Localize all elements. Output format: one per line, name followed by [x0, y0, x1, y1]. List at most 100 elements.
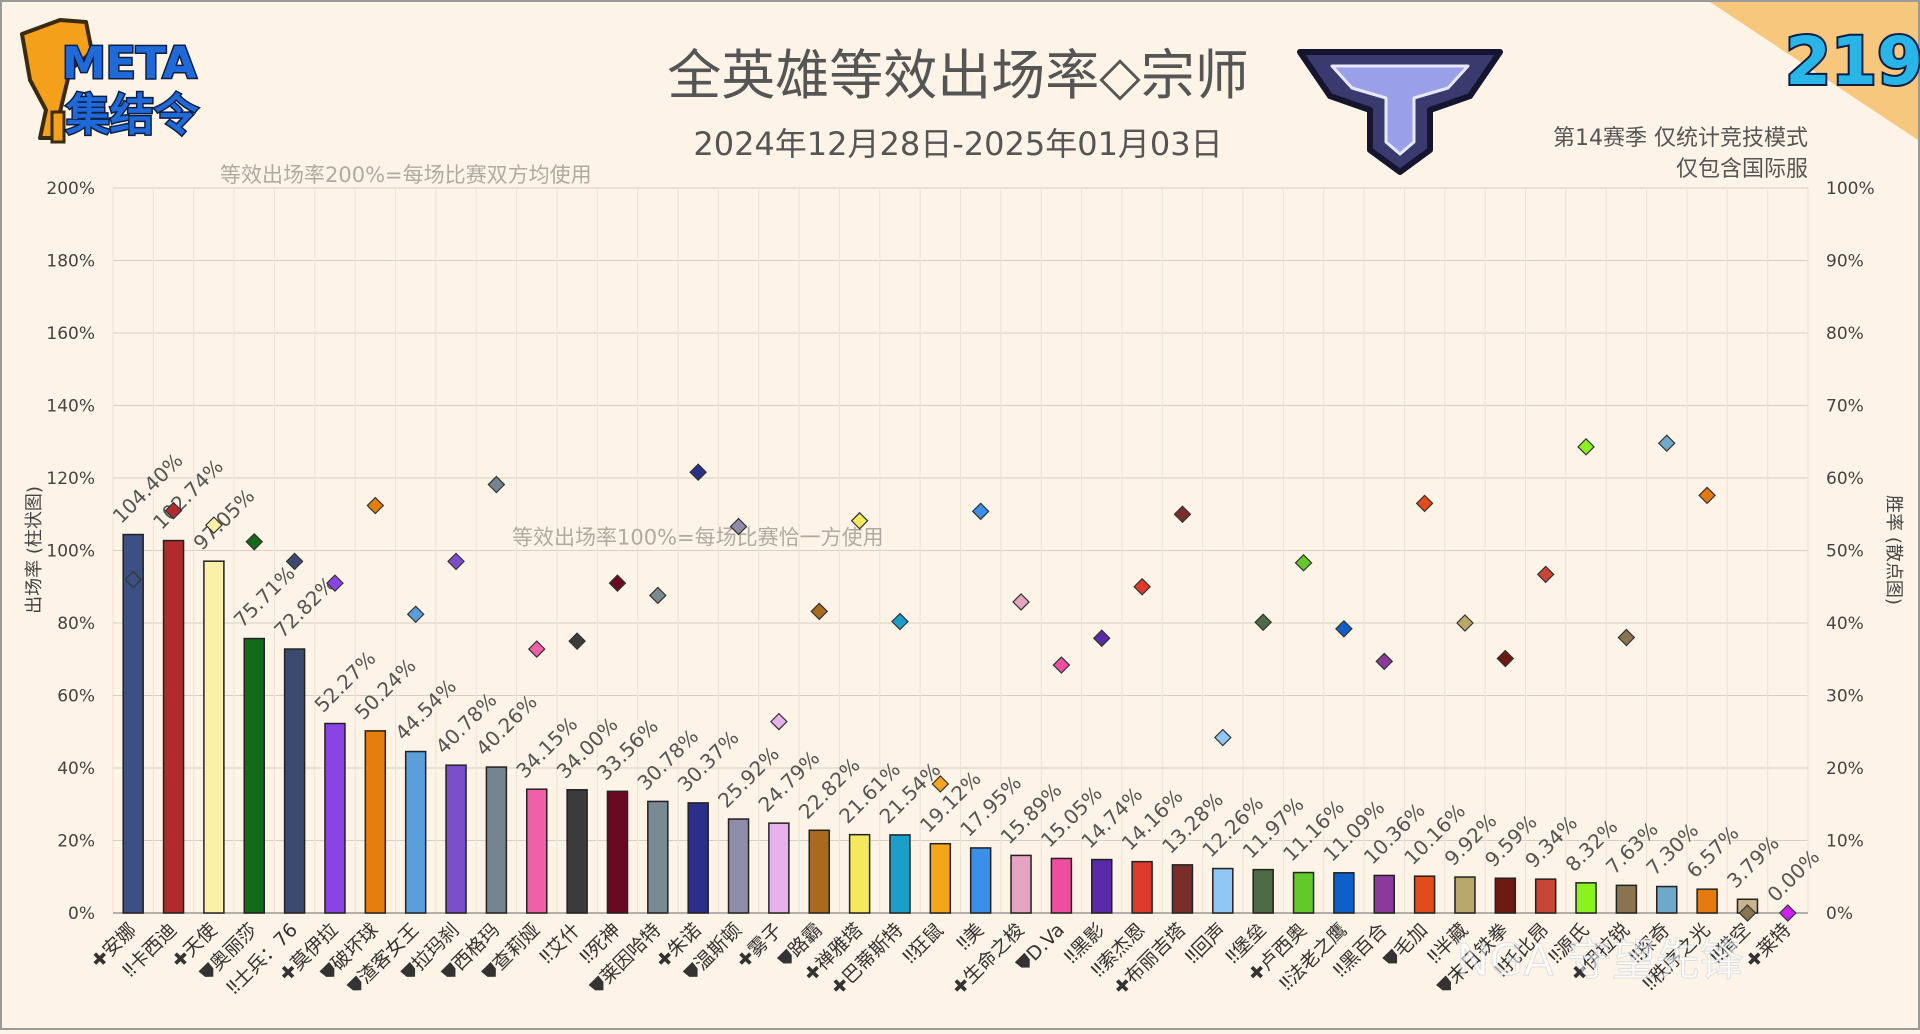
y-tick-label: 100%	[46, 542, 95, 562]
winrate-marker-探奇	[1657, 434, 1676, 453]
winrate-marker-半藏	[1456, 614, 1474, 632]
winrate-marker-黑百合	[1375, 652, 1394, 671]
bar-黑百合	[1373, 874, 1395, 914]
y2-tick-label: 20%	[1826, 759, 1864, 779]
winrate-marker-天使	[205, 516, 223, 534]
bar-半藏	[1454, 876, 1476, 914]
meta-logo: META 集结令	[20, 18, 200, 144]
winrate-marker-死神	[608, 574, 627, 592]
winrate-marker-源氏	[1577, 437, 1595, 456]
bar-艾什	[566, 789, 588, 914]
y2-tick-label: 30%	[1826, 687, 1864, 707]
grandmaster-rank-icon	[1297, 49, 1503, 175]
bar-巴蒂斯特	[889, 834, 911, 914]
bar-路霸	[808, 829, 830, 914]
bar-莱因哈特	[647, 800, 669, 914]
trumpet-icon	[20, 18, 94, 144]
bar-安娜	[122, 533, 144, 914]
bar-查莉娅	[526, 788, 548, 914]
bar-天使	[203, 560, 225, 914]
date-range: 2024年12月28日-2025年01月03日	[693, 125, 1222, 163]
y-tick-label: 200%	[46, 179, 95, 199]
y2-tick-label: 80%	[1826, 324, 1864, 344]
bar-西格玛	[485, 766, 508, 914]
winrate-marker-秩序之光	[1698, 486, 1716, 505]
winrate-marker-黑影	[1092, 629, 1111, 648]
y2-tick-label: 70%	[1826, 397, 1864, 417]
y-tick-label: 120%	[46, 469, 95, 489]
y2-axis-title: 胜率 (散点图)	[1883, 495, 1904, 605]
bar-雾子	[768, 822, 790, 914]
winrate-marker-朱诺	[689, 463, 708, 482]
issue-number: 219	[1785, 23, 1920, 100]
bar-温斯顿	[727, 818, 750, 914]
bar-末日铁拳	[1494, 877, 1517, 914]
y-tick-label: 40%	[57, 759, 95, 779]
bar-回声	[1212, 867, 1234, 914]
winrate-marker-布丽吉塔	[1173, 505, 1192, 524]
y-tick-label: 0%	[68, 904, 95, 924]
bar-伊拉锐	[1615, 884, 1638, 914]
note-line-1: 第14赛季 仅统计竞技模式	[1553, 126, 1808, 151]
winrate-marker-狂鼠	[931, 775, 950, 793]
bar-索杰恩	[1131, 860, 1153, 914]
y-tick-label: 80%	[57, 614, 95, 634]
bar-堡垒	[1252, 868, 1274, 914]
y-tick-label: 160%	[46, 324, 95, 344]
bar-卢西奥	[1292, 871, 1315, 914]
winrate-marker-拉玛刹	[447, 552, 465, 571]
winrate-marker-士兵：76	[285, 552, 304, 571]
bar-源氏	[1575, 882, 1597, 914]
winrate-marker-毛加	[1415, 494, 1434, 513]
bar-卡西迪	[162, 539, 185, 914]
y2-tick-label: 0%	[1826, 904, 1853, 924]
winrate-marker-安娜	[124, 570, 143, 589]
winrate-marker-莱因哈特	[648, 586, 667, 605]
bar-死神	[606, 790, 629, 914]
reference-line-label: 等效出场率100%=每场比赛恰一方使用	[512, 526, 884, 550]
bar-破坏球	[364, 730, 387, 914]
winrate-marker-末日铁拳	[1496, 649, 1515, 668]
winrate-marker-破坏球	[366, 496, 385, 515]
winrate-marker-奥丽莎	[245, 532, 264, 551]
logo-text-meta: META	[62, 38, 197, 89]
winrate-marker-法老之鹰	[1335, 619, 1353, 638]
winrate-marker-禅雅塔	[850, 511, 869, 530]
winrate-marker-生命之梭	[1012, 593, 1030, 611]
bar-秩序之光	[1696, 888, 1718, 914]
winrate-marker-渣客女王	[406, 605, 425, 624]
y2-tick-label: 60%	[1826, 469, 1864, 489]
bar-禅雅塔	[848, 833, 871, 914]
y2-tick-label: 40%	[1826, 614, 1864, 634]
winrate-marker-美	[971, 502, 990, 521]
bar-D.Va	[1050, 857, 1073, 914]
winrate-marker-卢西奥	[1294, 553, 1313, 572]
winrate-marker-西格玛	[487, 475, 506, 494]
bar-法老之鹰	[1333, 872, 1355, 914]
bar-奥丽莎	[243, 637, 265, 914]
winrate-marker-索杰恩	[1133, 577, 1151, 596]
y2-tick-label: 90%	[1826, 252, 1864, 272]
corner-ribbon	[1710, 2, 1918, 140]
y-tick-label: 60%	[57, 687, 95, 707]
winrate-marker-堡垒	[1254, 613, 1273, 632]
winrate-marker-路霸	[810, 602, 829, 621]
winrate-marker-猎空	[1738, 904, 1757, 922]
bar-生命之梭	[1010, 854, 1032, 914]
y2-tick-label: 100%	[1826, 179, 1875, 199]
y2-tick-label: 50%	[1826, 542, 1864, 562]
winrate-marker-温斯顿	[729, 517, 748, 536]
winrate-marker-伊拉锐	[1617, 628, 1636, 647]
winrate-marker-莱特	[1778, 904, 1797, 922]
bar-狂鼠	[929, 842, 952, 914]
winrate-marker-艾什	[568, 632, 586, 650]
winrate-marker-卡西迪	[164, 501, 183, 520]
bar-layer	[122, 533, 1759, 914]
y-axis-title: 出场率 (柱状图)	[24, 486, 45, 614]
bar-拉玛刹	[445, 764, 467, 914]
winrate-marker-layer	[124, 434, 1797, 922]
bar-士兵：76	[283, 648, 306, 914]
bar-黑影	[1091, 858, 1113, 914]
